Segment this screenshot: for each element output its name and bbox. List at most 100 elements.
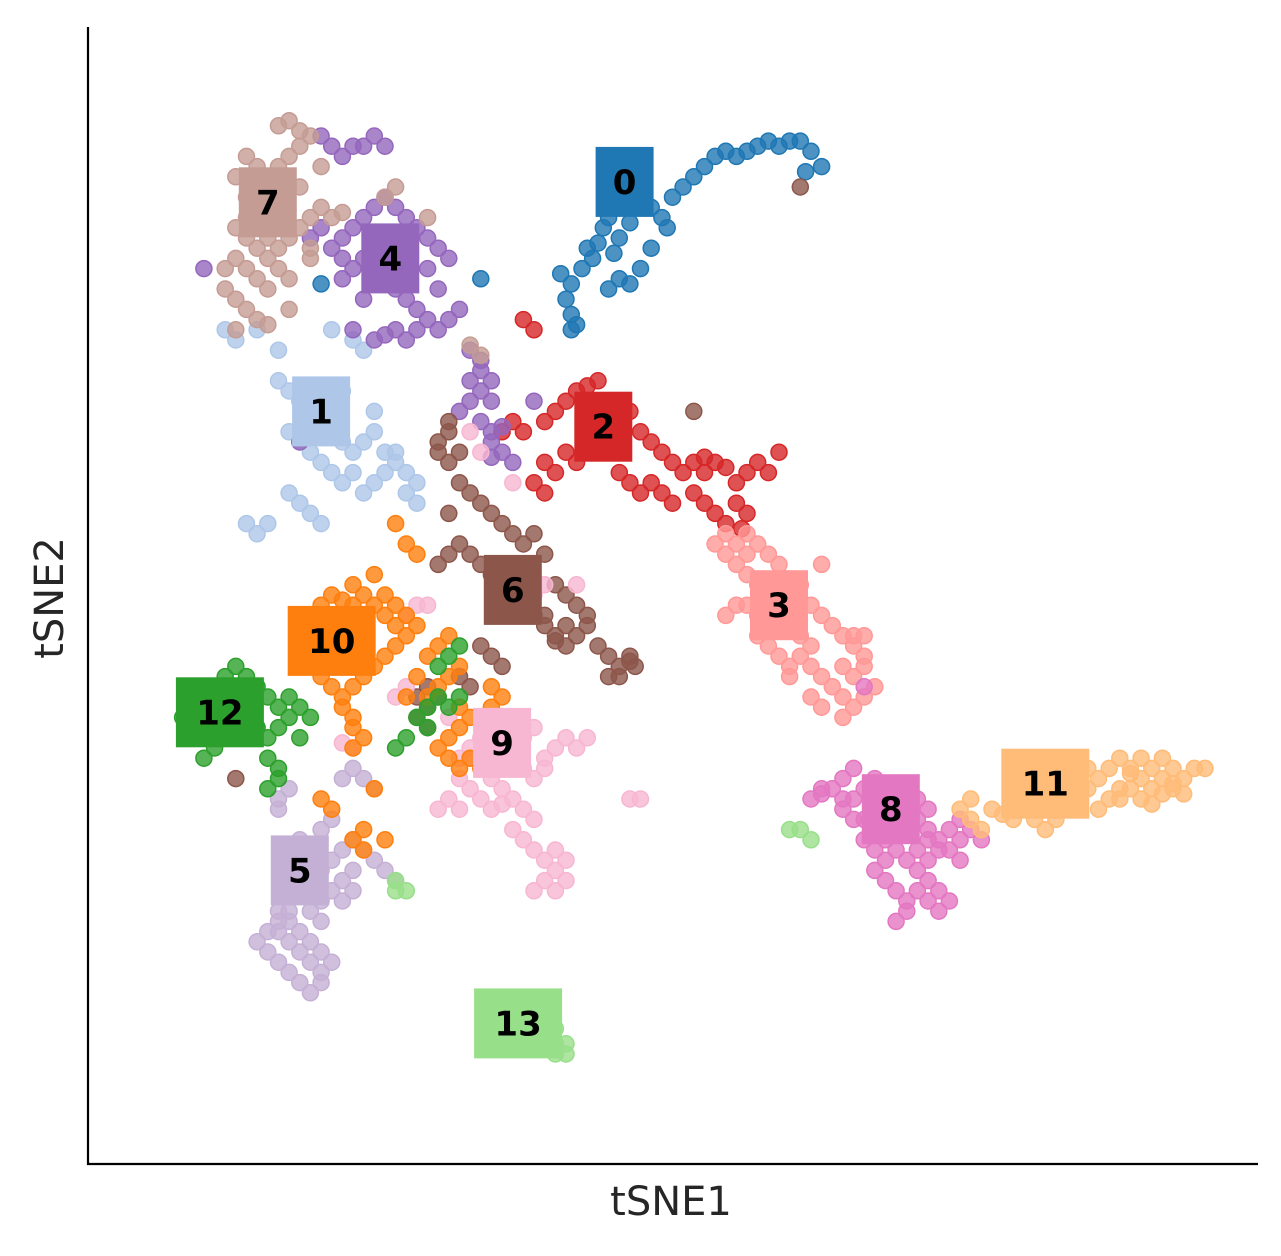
cluster-1-point [301, 504, 320, 523]
cluster-4-point [418, 229, 437, 247]
cluster-2-point [695, 448, 714, 467]
cluster-2-point [557, 443, 575, 461]
cluster-4-point [386, 198, 405, 217]
cluster-8-point [844, 759, 863, 778]
cluster-4-point [525, 392, 543, 410]
cluster-9-point [631, 790, 650, 808]
cluster-8-point [951, 831, 969, 849]
cluster-6-point [504, 525, 522, 543]
cluster-6-point [440, 545, 458, 563]
cluster-11-point [1111, 790, 1129, 808]
cluster-13-point [397, 882, 416, 900]
cluster-3-point [780, 667, 799, 686]
cluster-0-point [685, 168, 703, 186]
cluster-1-point [269, 372, 288, 390]
cluster-6-point [626, 657, 644, 676]
cluster-13-points [386, 820, 820, 1063]
cluster-3-point [844, 667, 863, 686]
cluster-9-point [535, 851, 554, 869]
cluster-9-point [440, 790, 458, 808]
cluster-4-point [376, 137, 394, 155]
cluster-9-point [578, 729, 597, 747]
cluster-10-point [365, 780, 384, 798]
cluster-12-point [301, 708, 320, 727]
cluster-4-point [376, 326, 394, 344]
cluster-10-point [397, 535, 416, 553]
cluster-1-point [354, 433, 373, 451]
cluster-11-point [1164, 774, 1182, 793]
cluster-6-point [557, 616, 575, 635]
cluster-1-point [376, 463, 394, 482]
cluster-0-point [802, 142, 820, 161]
cluster-2-point [727, 474, 746, 492]
cluster-10-point [408, 616, 426, 635]
cluster-10-point [322, 678, 341, 696]
cluster-3-point [748, 535, 767, 553]
cluster-8-point [930, 882, 948, 900]
cluster-4-point [408, 321, 426, 339]
cluster-7-point [280, 147, 298, 166]
cluster-5-point [291, 973, 309, 992]
cluster-5-point [291, 922, 309, 941]
cluster-2-point [514, 310, 533, 329]
cluster-5-point [280, 963, 298, 982]
cluster-4-point [354, 137, 373, 155]
cluster-10-point [322, 800, 341, 818]
cluster-9-point [461, 423, 479, 441]
cluster-6-point [589, 637, 607, 655]
cluster-7-point [227, 290, 245, 308]
cluster-5-label-box [270, 835, 329, 906]
cluster-5-point [344, 759, 362, 778]
cluster-1-point [397, 463, 416, 482]
cluster-5-point [333, 769, 352, 788]
cluster-5-point [301, 953, 320, 971]
cluster-1-point [269, 341, 288, 359]
cluster-10-point [386, 514, 405, 533]
cluster-7-point [237, 259, 256, 278]
cluster-7-point [216, 280, 234, 298]
cluster-0-point [621, 213, 639, 232]
cluster-5-point [312, 943, 330, 961]
cluster-5-point [269, 953, 288, 971]
cluster-2-point [589, 372, 607, 390]
cluster-5-point [259, 922, 277, 941]
cluster-10-point [440, 627, 458, 645]
cluster-3-point [855, 657, 873, 676]
cluster-7-point [237, 300, 256, 319]
cluster-8-point [951, 851, 969, 869]
cluster-11-point [1153, 785, 1172, 803]
cluster-10-label: 10 [308, 622, 355, 662]
cluster-7-point [259, 249, 277, 268]
cluster-6-label: 6 [501, 571, 525, 611]
cluster-0-point [621, 275, 639, 293]
cluster-12-point [429, 657, 447, 676]
cluster-6-point [472, 494, 490, 512]
cluster-2-label: 2 [591, 408, 615, 448]
cluster-11-point [951, 800, 969, 818]
cluster-12-point [418, 718, 437, 737]
cluster-2-point [535, 484, 554, 502]
cluster-10-label-box [287, 605, 376, 676]
cluster-7-point [312, 157, 330, 176]
cluster-9-point [429, 800, 447, 818]
cluster-8-point [940, 820, 959, 839]
cluster-6-point [472, 637, 490, 655]
cluster-5-point [344, 861, 362, 880]
cluster-9-point [535, 871, 554, 890]
cluster-6-point [450, 443, 469, 461]
cluster-11-point [972, 820, 991, 839]
cluster-2-point [685, 484, 703, 502]
cluster-8-point [844, 810, 863, 829]
cluster-12-label-box [175, 677, 264, 748]
cluster-0-label: 0 [613, 163, 637, 203]
cluster-0-point [578, 239, 597, 257]
cluster-11-point [1153, 749, 1172, 767]
cluster-4-point [322, 239, 341, 257]
cluster-10-point [365, 565, 384, 584]
cluster-5-point [280, 902, 298, 920]
cluster-10-point [344, 739, 362, 757]
cluster-10-point [440, 749, 458, 767]
cluster-4-point [450, 300, 469, 319]
cluster-8-point [876, 871, 895, 890]
cluster-2-point [663, 453, 682, 472]
